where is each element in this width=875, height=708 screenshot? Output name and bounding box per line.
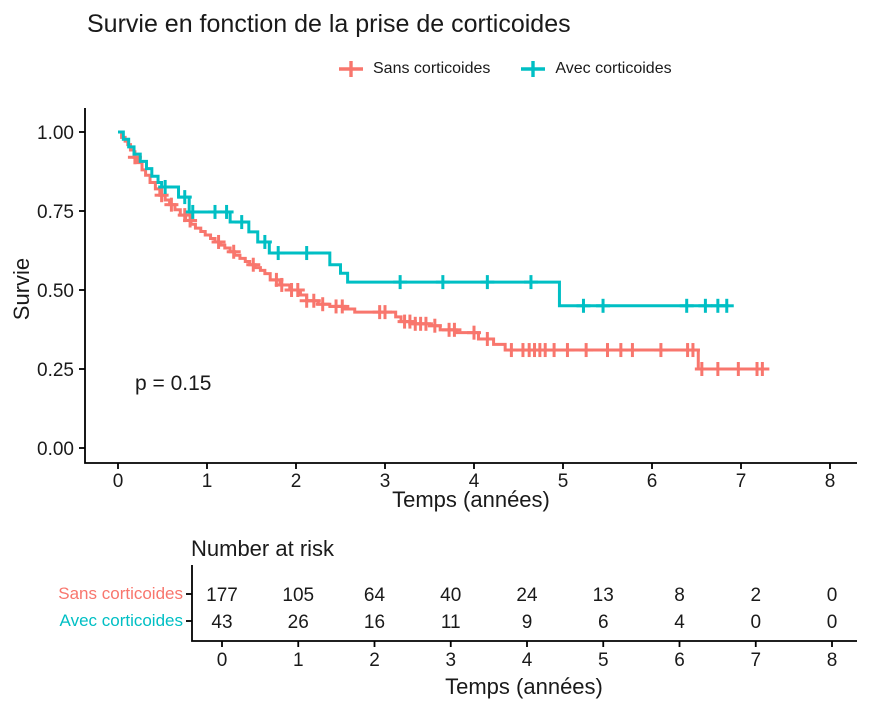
risk-count-sans-corticoides: 177 (206, 585, 238, 606)
main-y-tick-label: 0.50 (37, 281, 74, 302)
risk-table-x-axis-title: Temps (années) (445, 674, 603, 699)
x-axis-title: Temps (années) (392, 487, 550, 512)
main-x-tick-label: 8 (825, 471, 836, 492)
risk-row-label-1: Avec corticoides (59, 611, 183, 630)
legend-label-sans-corticoides: Sans corticoides (373, 60, 491, 77)
main-x-tick-label: 0 (113, 471, 124, 492)
risk-x-tick-label: 8 (827, 650, 838, 671)
risk-count-avec-corticoides: 9 (522, 612, 533, 633)
risk-count-sans-corticoides: 64 (364, 585, 386, 606)
km-curve-sans-corticoides (118, 130, 764, 371)
main-x-tick-label: 6 (647, 471, 658, 492)
risk-count-avec-corticoides: 26 (288, 612, 309, 633)
risk-count-sans-corticoides: 0 (827, 585, 838, 606)
main-x-tick-label: 3 (380, 471, 391, 492)
plus-marker-icon (521, 61, 546, 77)
main-y-tick-label: 1.00 (37, 123, 74, 144)
risk-count-sans-corticoides: 105 (282, 585, 314, 606)
main-axes (84, 108, 857, 464)
main-x-tick-label: 5 (558, 471, 569, 492)
risk-count-avec-corticoides: 0 (827, 612, 838, 633)
main-y-tick-label: 0.25 (37, 360, 74, 381)
risk-x-tick-label: 5 (598, 650, 609, 671)
main-x-tick-label: 1 (202, 471, 213, 492)
chart-title: Survie en fonction de la prise de cortic… (87, 10, 571, 38)
risk-x-tick-label: 3 (445, 650, 456, 671)
main-y-tick-label: 0.00 (37, 439, 74, 460)
risk-x-tick-label: 0 (217, 650, 228, 671)
risk-count-sans-corticoides: 13 (593, 585, 614, 606)
main-x-tick-label: 2 (291, 471, 302, 492)
risk-table-title: Number at risk (191, 536, 335, 561)
risk-count-avec-corticoides: 16 (364, 612, 385, 633)
risk-x-tick-label: 1 (293, 650, 304, 671)
risk-count-avec-corticoides: 6 (598, 612, 609, 633)
main-y-tick-label: 0.75 (37, 202, 74, 223)
risk-x-tick-label: 2 (369, 650, 380, 671)
plus-marker-icon (339, 61, 363, 77)
risk-count-sans-corticoides: 2 (750, 585, 761, 606)
main-x-tick-label: 7 (736, 471, 747, 492)
p-value-annotation: p = 0.15 (135, 372, 212, 395)
risk-count-avec-corticoides: 43 (211, 612, 232, 633)
risk-count-sans-corticoides: 40 (440, 585, 461, 606)
risk-x-tick-label: 6 (674, 650, 685, 671)
risk-x-tick-label: 4 (522, 650, 533, 671)
legend-label-avec-corticoides: Avec corticoides (555, 60, 672, 77)
risk-axes (191, 565, 857, 642)
risk-count-avec-corticoides: 0 (750, 612, 761, 633)
risk-count-avec-corticoides: 4 (674, 612, 685, 633)
risk-count-avec-corticoides: 11 (441, 612, 461, 633)
legend: Sans corticoides Avec corticoides (338, 59, 672, 79)
legend-item-avec-corticoides: Avec corticoides (520, 59, 672, 79)
legend-item-sans-corticoides: Sans corticoides (338, 59, 490, 79)
risk-count-sans-corticoides: 24 (516, 585, 538, 606)
main-x-tick-label: 4 (469, 471, 480, 492)
risk-count-sans-corticoides: 8 (674, 585, 685, 606)
risk-row-label-0: Sans corticoides (58, 584, 183, 603)
risk-x-tick-label: 7 (750, 650, 761, 671)
km-curve-avec-corticoides (118, 130, 729, 308)
